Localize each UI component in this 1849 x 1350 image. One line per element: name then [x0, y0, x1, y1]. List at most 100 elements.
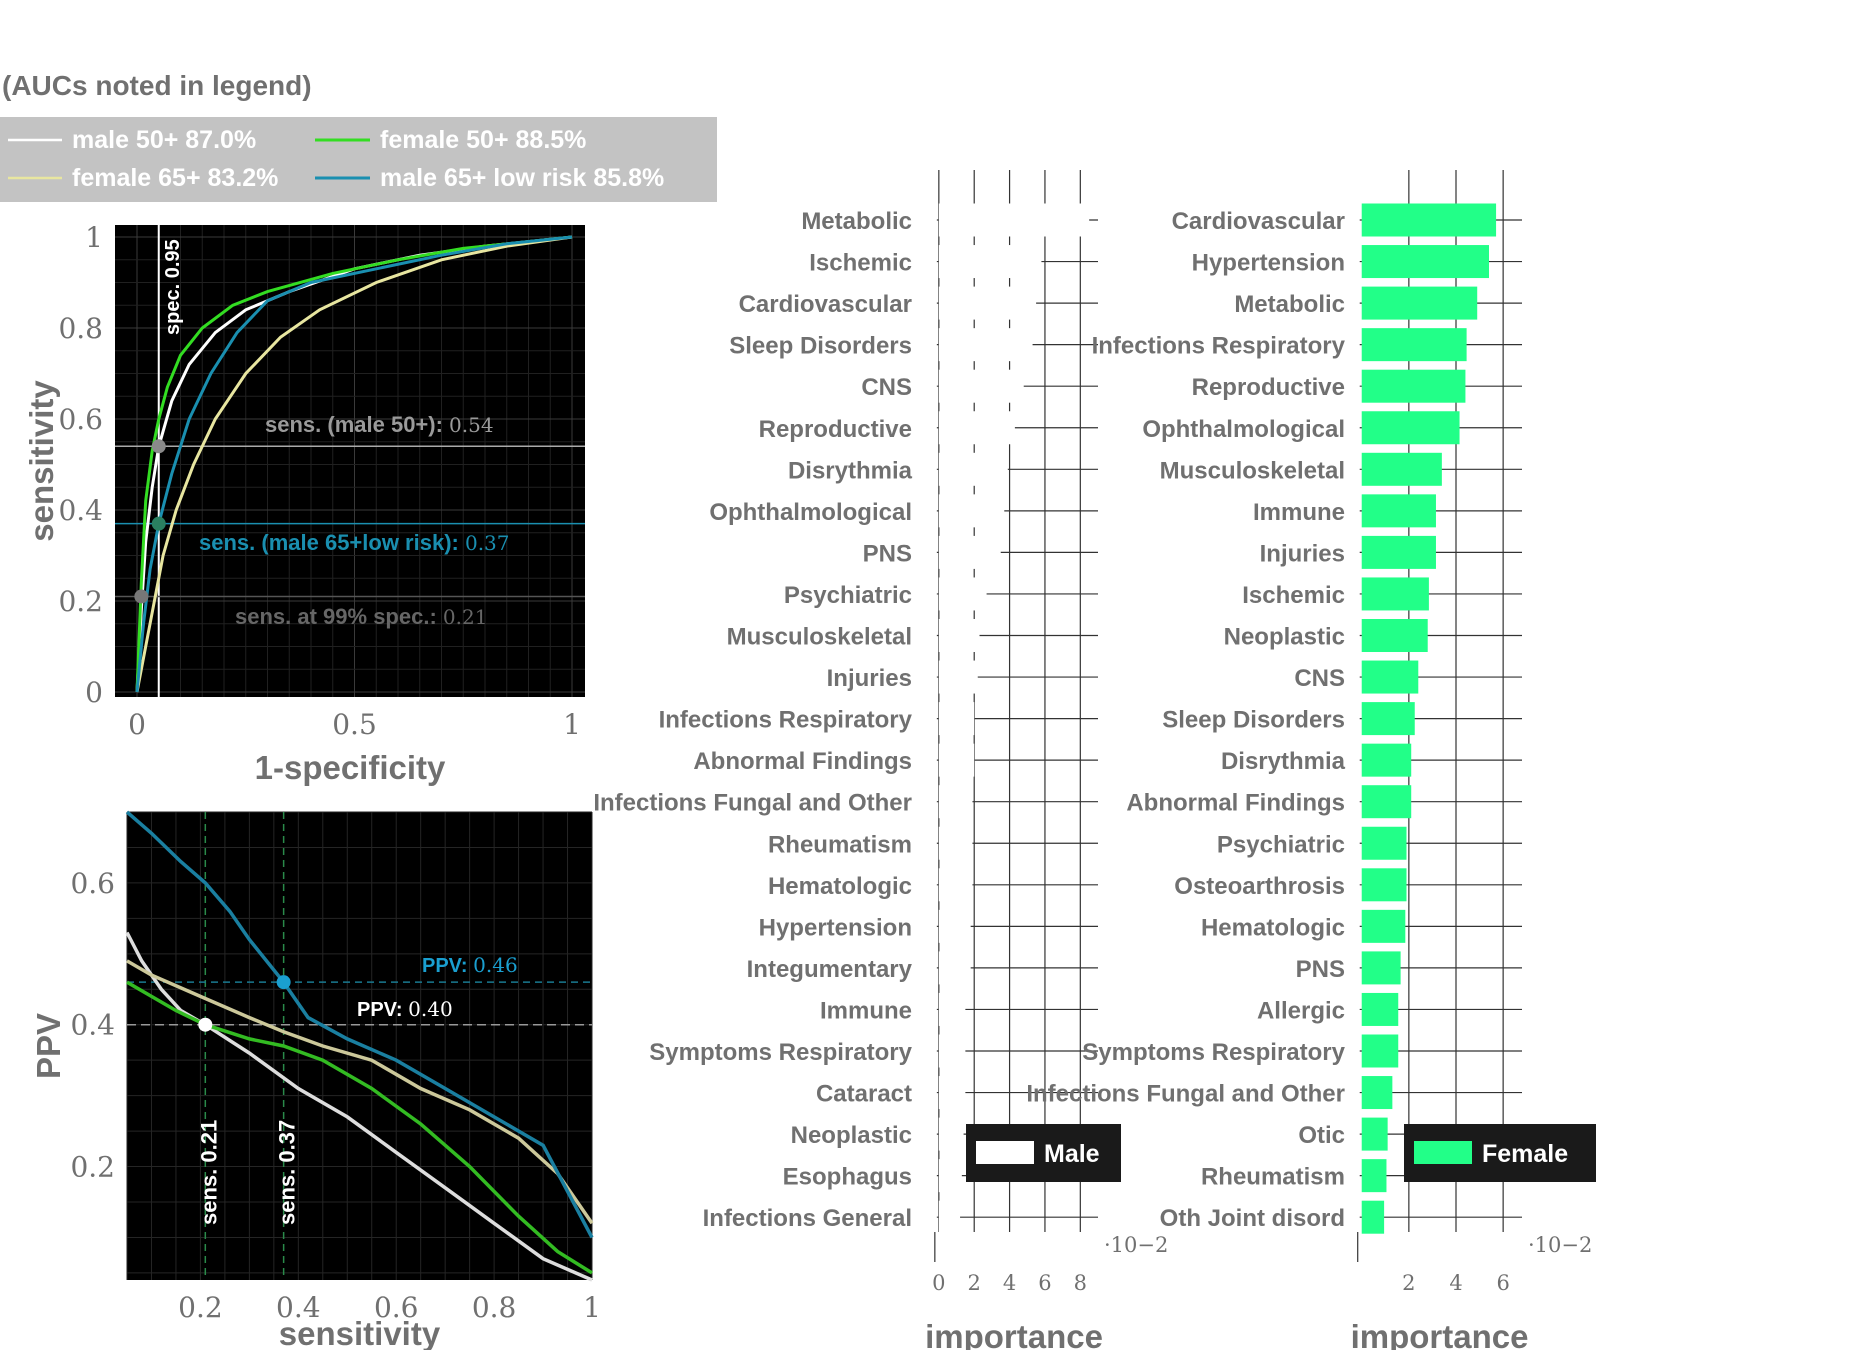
category-label: Cardiovascular — [1172, 208, 1345, 235]
importance-bar — [1361, 619, 1428, 652]
ppv-xtick: 1 — [583, 1291, 601, 1324]
category-label: Allergic — [1257, 997, 1345, 1024]
roc-ytick: 0.2 — [58, 585, 103, 618]
legend-label: Female — [1482, 1140, 1568, 1168]
legend-swatch — [976, 1141, 1034, 1164]
category-label: Oth Joint disord — [1160, 1205, 1345, 1232]
ppv-curve-female-50- — [126, 980, 593, 1275]
roc-marker — [151, 516, 166, 531]
importance-bar — [1361, 743, 1412, 777]
legend-label-male-65-low: male 65+ low risk 85.8% — [380, 164, 664, 192]
annotation-sens_male65: sens. (male 65+low risk): 0.37 — [199, 530, 510, 555]
importance-bar — [1361, 992, 1399, 1026]
category-label: Hematologic — [768, 873, 912, 900]
roc-curve-female-50- — [135, 235, 573, 693]
xtick: 0 — [932, 1271, 945, 1295]
category-label: Hypertension — [1192, 250, 1345, 277]
importance-bar — [1361, 785, 1412, 819]
category-label: Integumentary — [747, 956, 913, 983]
category-label: CNS — [861, 374, 912, 401]
importance-bar — [938, 245, 1042, 279]
category-label: Otic — [1298, 1122, 1345, 1149]
category-label: Disrythmia — [788, 457, 913, 484]
category-label: Cataract — [816, 1081, 912, 1108]
category-label: Hematologic — [1201, 914, 1345, 941]
importance-bar — [938, 785, 973, 819]
annotation-sens_male50: sens. (male 50+): 0.54 — [265, 412, 494, 437]
importance-bar — [938, 577, 987, 611]
category-label: Ophthalmological — [1142, 416, 1345, 443]
importance-bar — [1361, 1159, 1387, 1193]
importance-bar — [938, 992, 966, 1026]
importance-bar — [1361, 660, 1419, 694]
roc-panel: spec. 0.95 sens. (male 50+): 0.54 sens. (m… — [23, 221, 585, 786]
importance-bar — [938, 1076, 966, 1110]
xtick: 6 — [1038, 1271, 1051, 1295]
importance-bar — [1361, 577, 1429, 611]
ppv-annotation-ppv_040: PPV: 0.40 — [357, 997, 453, 1021]
roc-xtick: 0.5 — [332, 708, 377, 741]
ppv-xtick: 0.4 — [276, 1291, 321, 1324]
importance-bar — [938, 535, 1001, 569]
ppv-xtick: 0.8 — [472, 1291, 517, 1324]
category-label: Infections Fungal and Other — [593, 790, 912, 817]
importance-bar — [938, 660, 978, 694]
ppv-curve-female-65- — [126, 959, 594, 1225]
category-label: Reproductive — [759, 416, 912, 443]
roc-xtick: 1 — [563, 708, 581, 741]
category-label: Immune — [1253, 499, 1345, 526]
importance-bar — [1361, 286, 1478, 320]
category-label: Psychiatric — [1217, 831, 1345, 858]
xtick: 8 — [1074, 1271, 1087, 1295]
ppv-marker-white — [198, 1017, 213, 1032]
category-label: Psychiatric — [784, 582, 912, 609]
category-label: Osteoarthrosis — [1174, 873, 1345, 900]
importance-bar — [1361, 868, 1407, 902]
category-label: Musculoskeletal — [1160, 457, 1345, 484]
importance-bar — [938, 951, 971, 985]
category-label: Disrythmia — [1221, 748, 1346, 775]
female-importance-panel: Cardiovascular Hypertension Metabolic Infec… — [1026, 170, 1596, 1350]
category-label: Abnormal Findings — [693, 748, 912, 775]
importance-bar — [1361, 1034, 1399, 1068]
category-label: Esophagus — [783, 1164, 912, 1191]
importance-bar — [1361, 411, 1460, 445]
importance-bar — [1361, 535, 1436, 569]
importance-bar — [938, 909, 971, 943]
category-label: Rheumatism — [1201, 1164, 1345, 1191]
scale-note: ·10−2 — [1104, 1233, 1168, 1257]
spec-label: spec. 0.95 — [162, 239, 184, 335]
roc-ytick: 0.8 — [58, 312, 103, 345]
category-label: Infections Respiratory — [659, 707, 913, 734]
category-label: Symptoms Respiratory — [1082, 1039, 1345, 1066]
ppv-xtick: 0.2 — [178, 1291, 223, 1324]
importance-xlabel: importance — [1351, 1318, 1529, 1350]
category-label: Rheumatism — [768, 831, 912, 858]
xtick: 6 — [1496, 1271, 1509, 1295]
roc-marker — [134, 589, 149, 604]
importance-bar — [938, 494, 1005, 528]
annotation-sens_99: sens. at 99% spec.: 0.21 — [235, 604, 487, 629]
importance-bar — [938, 286, 1037, 320]
roc-xlabel: 1-specificity — [255, 749, 446, 786]
category-label: Neoplastic — [1224, 624, 1345, 651]
legend-swatch — [1414, 1141, 1472, 1164]
importance-bar — [938, 1117, 964, 1151]
category-label: PNS — [863, 540, 912, 567]
importance-bar — [1361, 951, 1401, 985]
ppv-sens-label-037: sens. 0.37 — [275, 1120, 300, 1225]
ppv-ylabel: PPV — [30, 1013, 67, 1079]
roc-xtick: 0 — [128, 708, 146, 741]
category-label: CNS — [1294, 665, 1345, 692]
legend-label-female-50: female 50+ 88.5% — [380, 126, 586, 154]
ppv-annotation-ppv_046: PPV: 0.46 — [422, 953, 518, 977]
roc-legend-box — [0, 117, 717, 202]
importance-bar — [1361, 1117, 1388, 1151]
importance-bar — [1361, 452, 1442, 486]
roc-curve-female-65- — [135, 235, 573, 693]
legend-label-female-65: female 65+ 83.2% — [72, 164, 278, 192]
roc-ytick: 0.4 — [58, 494, 103, 527]
category-label: Metabolic — [801, 208, 912, 235]
roc-ytick: 0.6 — [58, 403, 103, 436]
